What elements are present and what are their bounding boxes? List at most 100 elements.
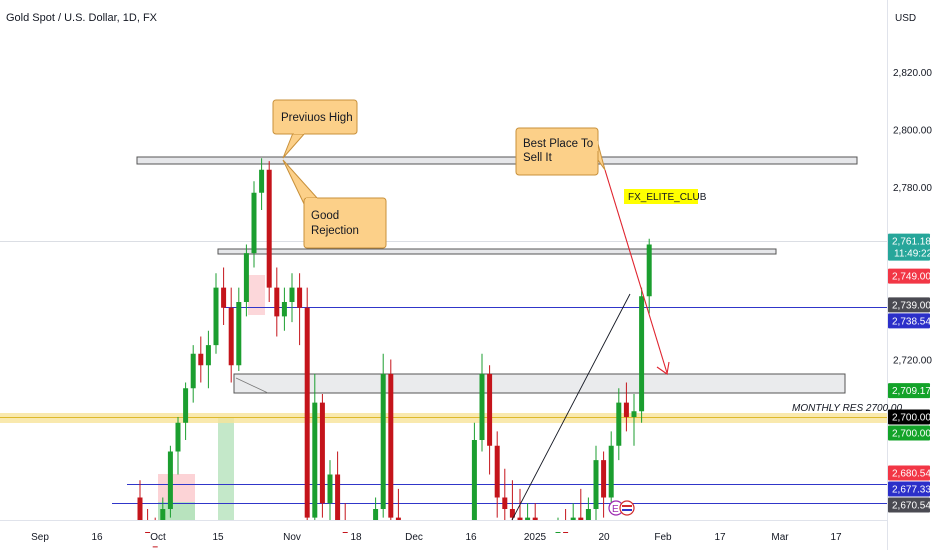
- price-tick-label: 2,820.00: [893, 68, 932, 79]
- price-tag-label: 2,670.54: [892, 500, 931, 511]
- previous-high-zone[interactable]: [136, 156, 858, 165]
- candle-body[interactable]: [243, 253, 249, 302]
- event-icons[interactable]: E: [608, 500, 635, 516]
- callout-good-rejection-text-2: Rejection: [311, 225, 359, 237]
- candle-body[interactable]: [266, 169, 272, 288]
- candle-body[interactable]: [509, 509, 515, 518]
- price-tag-bg: [888, 425, 930, 441]
- position-box-green-bottom: [158, 502, 195, 520]
- callout-good-rejection-box: [303, 197, 387, 249]
- price-tag-label: 2,700.00: [892, 413, 931, 424]
- sell-arrow-line: [604, 169, 668, 374]
- candle-body[interactable]: [563, 532, 569, 533]
- candle-body[interactable]: [570, 517, 576, 520]
- candle-body[interactable]: [471, 440, 477, 520]
- candle-body[interactable]: [639, 296, 645, 412]
- candle-body[interactable]: [152, 546, 158, 548]
- price-tag-bg: [888, 465, 930, 481]
- candle-body[interactable]: [601, 460, 607, 498]
- candle-body[interactable]: [319, 402, 325, 504]
- candle-body[interactable]: [183, 388, 189, 423]
- time-tick-label: 20: [598, 532, 610, 543]
- time-tick-label: 18: [350, 532, 362, 543]
- price-tag-label: 2,761.18: [892, 237, 931, 248]
- candle-body[interactable]: [555, 532, 561, 533]
- price-tag-bg: [888, 481, 930, 497]
- price-tick-label: 2,780.00: [893, 183, 932, 194]
- candle-body[interactable]: [228, 307, 234, 366]
- candle-body[interactable]: [145, 532, 151, 533]
- position-box-green-left: [218, 418, 234, 520]
- callout-best-place-box: [515, 127, 599, 176]
- candle-body[interactable]: [190, 353, 196, 389]
- candle-body[interactable]: [525, 517, 531, 520]
- candle-body[interactable]: [517, 517, 523, 520]
- callout-good-rejection-text-1: Good: [311, 210, 339, 222]
- candle-body[interactable]: [205, 345, 211, 366]
- callout-best-place[interactable]: Best Place To Sell It: [515, 127, 606, 176]
- price-tag-bg: [888, 497, 930, 513]
- candle-body[interactable]: [380, 373, 386, 509]
- candle-body[interactable]: [623, 402, 629, 417]
- time-tick-label: 16: [91, 532, 103, 543]
- time-tick-label: Oct: [150, 532, 166, 543]
- callout-previous-high[interactable]: Previuos High: [272, 99, 358, 159]
- candle-body[interactable]: [479, 373, 485, 440]
- candle-body[interactable]: [221, 287, 227, 308]
- candle-body[interactable]: [494, 445, 500, 498]
- candle-body[interactable]: [502, 497, 508, 510]
- candle-body[interactable]: [631, 411, 637, 417]
- candle-body[interactable]: [289, 287, 295, 302]
- candle-body[interactable]: [137, 497, 143, 521]
- candle-body[interactable]: [160, 509, 166, 520]
- mid-resistance-zone[interactable]: [217, 248, 777, 255]
- candle-body[interactable]: [312, 402, 318, 518]
- candle-body[interactable]: [236, 302, 242, 366]
- candle-body[interactable]: [175, 422, 181, 452]
- event-icon-1-glyph: E: [612, 504, 619, 515]
- candle-body[interactable]: [616, 402, 622, 446]
- price-tick-label: 2,800.00: [893, 126, 932, 137]
- price-tag-bg: [888, 313, 930, 329]
- time-tick-label: 17: [714, 532, 726, 543]
- time-tick-label: 16: [465, 532, 477, 543]
- candle-body[interactable]: [342, 532, 348, 533]
- candle-body[interactable]: [213, 287, 219, 346]
- time-tick-label: Mar: [771, 532, 789, 543]
- watermark-tag-text: FX_ELITE_CLUB: [628, 192, 707, 203]
- rejection-slant-line: [235, 377, 269, 394]
- monthly-res-label: MONTHLY RES 2700.00: [792, 403, 902, 414]
- candle-body[interactable]: [167, 451, 173, 510]
- candle-body[interactable]: [251, 192, 257, 254]
- callout-good-rejection[interactable]: Good Rejection: [282, 159, 387, 249]
- candle-body[interactable]: [335, 474, 341, 521]
- candle-body[interactable]: [646, 244, 652, 297]
- price-tag-bg: [888, 268, 930, 284]
- candle-body[interactable]: [532, 517, 538, 520]
- time-tick-label: Dec: [405, 532, 423, 543]
- candle-body[interactable]: [578, 517, 584, 520]
- candle-body[interactable]: [608, 445, 614, 498]
- candle-body[interactable]: [327, 474, 333, 504]
- candle-body[interactable]: [198, 353, 204, 366]
- candle-body[interactable]: [304, 307, 310, 518]
- candle-body[interactable]: [373, 509, 379, 520]
- candle-body[interactable]: [593, 460, 599, 509]
- support-zone[interactable]: [233, 373, 846, 394]
- candle-body[interactable]: [274, 287, 280, 317]
- candle-body[interactable]: [259, 169, 265, 193]
- candle-body[interactable]: [395, 517, 401, 520]
- price-tag-bg: [888, 409, 930, 425]
- candle-body[interactable]: [487, 373, 493, 446]
- candle-body[interactable]: [281, 302, 287, 317]
- candle-body[interactable]: [585, 509, 591, 520]
- event-icon-2-flag[interactable]: [619, 500, 635, 516]
- candle-body[interactable]: [388, 373, 394, 518]
- ascending-trendline[interactable]: [511, 293, 631, 521]
- price-tag-bg: [888, 383, 930, 399]
- candle-body[interactable]: [297, 287, 303, 308]
- price-tag-label: 2,738.54: [892, 316, 931, 327]
